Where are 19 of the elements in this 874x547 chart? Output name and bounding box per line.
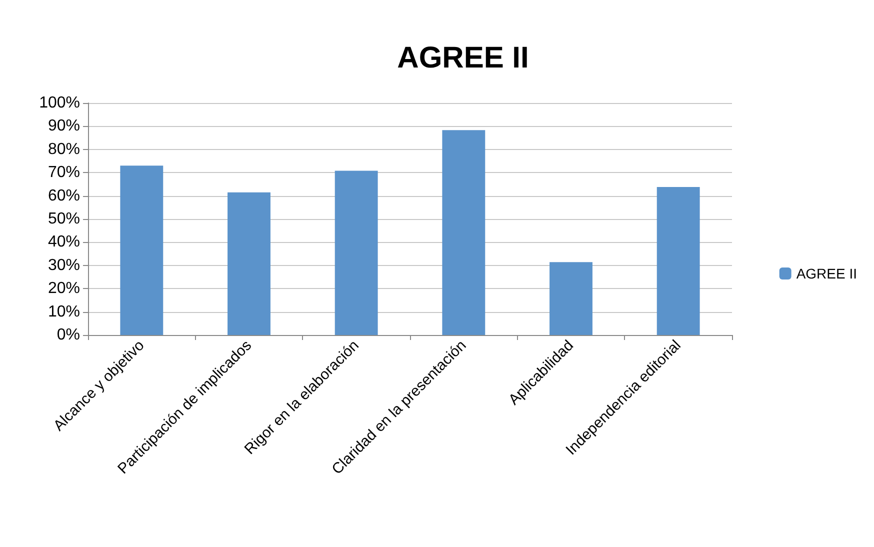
legend-label: AGREE II [796, 266, 858, 282]
y-tick-label: 60% [48, 187, 80, 204]
y-tick-label: 30% [48, 256, 80, 274]
bar [550, 262, 592, 335]
y-tick-label: 0% [56, 326, 80, 344]
y-tick-label: 70% [48, 164, 80, 182]
y-tick-label: 50% [48, 210, 80, 228]
y-tick-label: 90% [48, 118, 80, 135]
y-tick-label: 40% [48, 234, 80, 251]
chart-title: AGREE II [397, 42, 529, 74]
bar [334, 170, 378, 335]
y-tick-label: 20% [48, 280, 80, 298]
bar [656, 186, 700, 335]
bar [442, 130, 486, 335]
y-tick-label: 10% [48, 303, 80, 320]
y-tick-label: 100% [39, 94, 80, 112]
bar [120, 166, 164, 335]
bar [228, 192, 270, 335]
y-tick-label: 80% [48, 140, 80, 158]
